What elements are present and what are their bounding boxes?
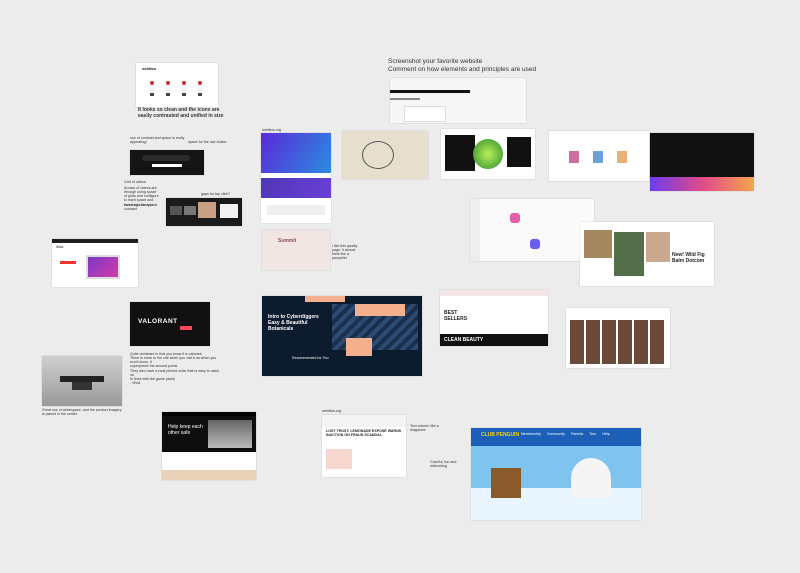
- dashboard-screenshot[interactable]: [470, 199, 594, 261]
- valorant-screenshot[interactable]: VALORANT: [130, 302, 210, 346]
- whitespace-comment: use of contrast and space is really appe…: [130, 136, 185, 145]
- webflow-annotations-screenshot[interactable]: [390, 78, 526, 123]
- search-comment: space for the nav button: [188, 140, 227, 144]
- beauty-footer: CLEAN BEAUTY: [444, 337, 484, 343]
- summit-screenshot[interactable]: Summit: [262, 230, 330, 270]
- grid-text: Arrows of videos are through using space…: [124, 186, 159, 207]
- site-name: webflow.org: [262, 128, 281, 132]
- club-nav-membership[interactable]: Membership: [521, 432, 541, 436]
- wild-fig-headline: New! Wild Fig Balm Dotcom: [672, 252, 705, 264]
- apple-nav: iMac: [56, 245, 64, 249]
- club-nav-parents[interactable]: Parents: [570, 432, 584, 436]
- penguin-comment: Colorful, fun and welcoming: [430, 460, 457, 469]
- club-logo: CLUB PENGUIN: [481, 432, 520, 438]
- grid-comment: Grid of videos: [124, 180, 147, 184]
- video-grid-screenshot[interactable]: [166, 198, 242, 226]
- drone-screenshot[interactable]: [42, 356, 122, 406]
- inverted-comment: Inverting colors for contrast: [124, 203, 154, 212]
- summit-title: Summit: [278, 238, 297, 244]
- valorant-comment: Quite dominant in that you know it is va…: [130, 352, 220, 385]
- valorant-logo: VALORANT: [138, 318, 178, 325]
- botanicals-title: Intro to Cyberdiggers Easy & Beautiful B…: [268, 314, 319, 332]
- club-penguin-screenshot[interactable]: CLUB PENGUIN Membership Community Parent…: [471, 428, 641, 520]
- club-nav-help[interactable]: Help: [602, 432, 610, 436]
- wild-fig-screenshot[interactable]: New! Wild Fig Balm Dotcom: [580, 222, 714, 286]
- tangram-comment: I like this quality page, it almost feel…: [332, 244, 358, 261]
- sketch-screenshot[interactable]: [342, 131, 428, 179]
- sticky-note-2: [355, 304, 405, 316]
- icons-screenshot-title: webflow: [142, 67, 157, 71]
- club-nav-tour[interactable]: Tour: [589, 432, 597, 436]
- news-headline: LOST TRUST: LEMONADE EXPOSÉ WARNS INACTI…: [326, 429, 402, 437]
- help-keep-screenshot[interactable]: Help keep each other safe: [162, 412, 256, 480]
- icons-screenshot[interactable]: webflow: [136, 63, 218, 107]
- beauty-title: BEST SELLERS: [444, 310, 468, 322]
- glyph-screenshot[interactable]: [441, 129, 535, 179]
- portfolio-screenshot[interactable]: [549, 131, 649, 181]
- icon-row: [150, 81, 202, 96]
- dark-app-screenshot[interactable]: [650, 133, 754, 191]
- dark-search-screenshot[interactable]: [130, 150, 204, 175]
- icons-comment: It looks so clean and the icons are easi…: [138, 107, 224, 119]
- drone-caption: Great use of whitespace, and the product…: [42, 408, 122, 417]
- help-headline: Help keep each other safe: [168, 424, 203, 436]
- beauty-screenshot[interactable]: BEST SELLERS CLEAN BEAUTY: [440, 290, 548, 346]
- board-heading-line2: Comment on how elements and principles a…: [388, 66, 537, 73]
- board-heading-line1: Screenshot your favorite website: [388, 58, 483, 65]
- apple-screenshot[interactable]: iMac: [52, 239, 138, 287]
- club-nav-community[interactable]: Community: [546, 432, 565, 436]
- photo-grid-screenshot[interactable]: [566, 308, 670, 368]
- purple-site-screenshot[interactable]: [261, 133, 331, 223]
- gaps-comment: gaps for tap click?: [201, 192, 230, 196]
- recommended-label: Recommended for You: [292, 356, 329, 360]
- news-source: webflow.org: [322, 409, 341, 413]
- news-screenshot[interactable]: LOST TRUST: LEMONADE EXPOSÉ WARNS INACTI…: [322, 415, 406, 477]
- sticky-note-1: [305, 296, 345, 302]
- news-comment: Text column like a magazine: [410, 424, 439, 433]
- sticky-note-3: [346, 338, 372, 356]
